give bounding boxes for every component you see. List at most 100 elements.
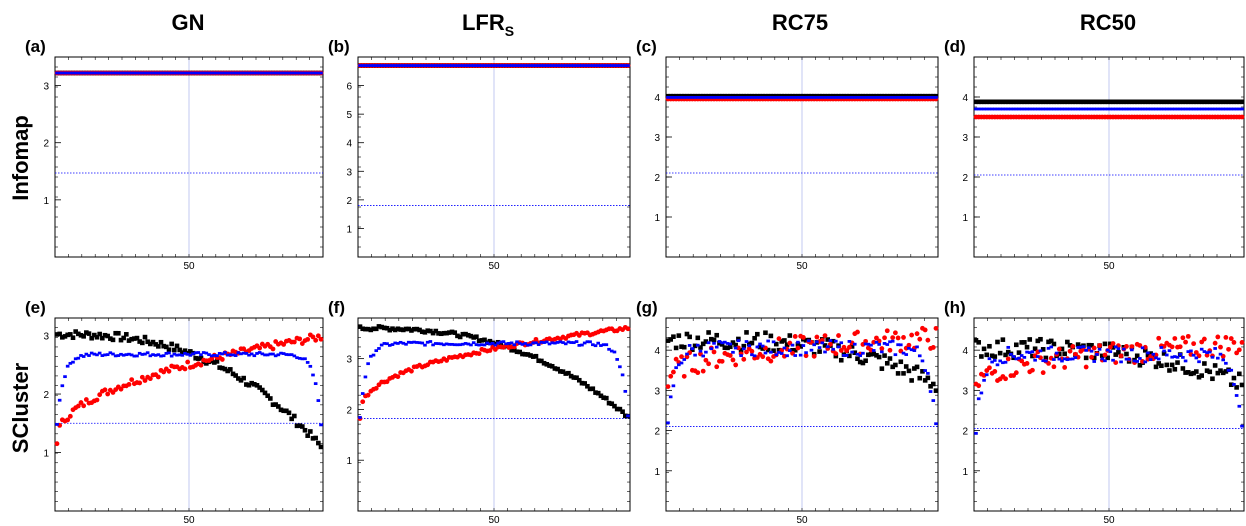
data-point	[300, 424, 305, 429]
data-point	[1221, 358, 1225, 362]
data-point	[703, 357, 709, 363]
data-point	[812, 343, 816, 347]
data-point	[806, 96, 811, 99]
data-point	[379, 343, 384, 347]
data-point	[763, 330, 768, 336]
data-point	[433, 342, 438, 345]
data-point	[1116, 107, 1121, 111]
data-point	[239, 352, 243, 356]
data-point	[814, 334, 820, 340]
data-point	[755, 96, 760, 99]
y-tick-label: 4	[962, 346, 968, 357]
data-point	[744, 349, 749, 355]
data-point	[693, 353, 697, 357]
data-point	[1124, 99, 1129, 105]
data-point	[1111, 358, 1115, 362]
data-point	[533, 336, 539, 342]
data-point	[191, 71, 195, 75]
data-point	[1226, 107, 1231, 111]
data-point	[892, 330, 898, 336]
data-point	[1038, 349, 1043, 353]
data-point	[428, 64, 433, 67]
data-point	[531, 341, 536, 345]
data-point	[406, 64, 411, 67]
data-point	[81, 71, 86, 75]
y-tick-label: 1	[346, 224, 352, 235]
data-point	[585, 64, 590, 67]
data-point	[563, 64, 568, 67]
data-point	[890, 364, 895, 370]
data-point	[1167, 99, 1172, 105]
data-point	[995, 99, 1000, 105]
data-point	[68, 361, 73, 365]
data-point	[1070, 107, 1075, 111]
data-point	[316, 399, 321, 402]
data-point	[305, 336, 311, 342]
data-point	[547, 64, 552, 67]
data-point	[387, 327, 393, 333]
data-point	[904, 96, 909, 99]
data-point	[164, 344, 169, 350]
data-point	[728, 342, 733, 346]
data-point	[308, 364, 313, 368]
data-point	[796, 340, 800, 344]
data-point	[523, 342, 527, 345]
data-point	[1207, 350, 1212, 354]
data-point	[917, 336, 923, 342]
data-point	[866, 342, 871, 346]
data-point	[514, 349, 520, 355]
data-point	[268, 352, 273, 356]
data-point	[1129, 344, 1135, 350]
data-point	[679, 361, 684, 365]
data-point	[566, 370, 571, 376]
data-point	[992, 354, 998, 359]
data-point	[1207, 107, 1212, 111]
data-point	[1060, 107, 1064, 111]
data-point	[252, 71, 257, 75]
data-point	[884, 360, 890, 366]
data-point	[782, 96, 787, 99]
x-tick-label: 50	[796, 261, 808, 272]
y-tick-label: 4	[962, 93, 968, 104]
data-point	[477, 343, 481, 347]
data-point	[73, 329, 78, 334]
data-point	[373, 326, 379, 332]
data-point	[1135, 360, 1140, 363]
data-point	[1161, 351, 1167, 356]
data-point	[81, 355, 86, 358]
data-point	[982, 378, 986, 382]
data-point	[987, 365, 992, 371]
data-point	[1169, 99, 1175, 105]
data-point	[390, 326, 395, 331]
data-point	[1060, 359, 1064, 363]
data-point	[185, 352, 190, 356]
data-point	[108, 351, 113, 355]
data-point	[244, 71, 249, 75]
y-tick-label: 1	[962, 467, 968, 478]
data-point	[474, 334, 479, 340]
data-point	[204, 361, 209, 366]
data-point	[749, 348, 755, 354]
data-point	[310, 334, 316, 340]
data-point	[1239, 114, 1245, 120]
data-point	[1091, 99, 1097, 105]
data-point	[71, 71, 75, 75]
data-point	[196, 71, 201, 75]
data-point	[444, 64, 449, 67]
data-point	[1205, 107, 1209, 111]
data-point	[1033, 107, 1037, 111]
data-point	[720, 341, 724, 345]
data-point	[401, 64, 406, 67]
data-point	[817, 96, 822, 99]
column-title-rc50: RC50	[1080, 10, 1136, 35]
data-point	[1159, 107, 1164, 111]
data-point	[1178, 352, 1183, 356]
data-point	[1204, 99, 1210, 105]
data-point	[774, 353, 779, 357]
data-point	[769, 350, 773, 354]
data-point	[855, 96, 860, 99]
data-point	[755, 331, 760, 337]
data-point	[727, 344, 733, 350]
data-point	[185, 359, 191, 365]
